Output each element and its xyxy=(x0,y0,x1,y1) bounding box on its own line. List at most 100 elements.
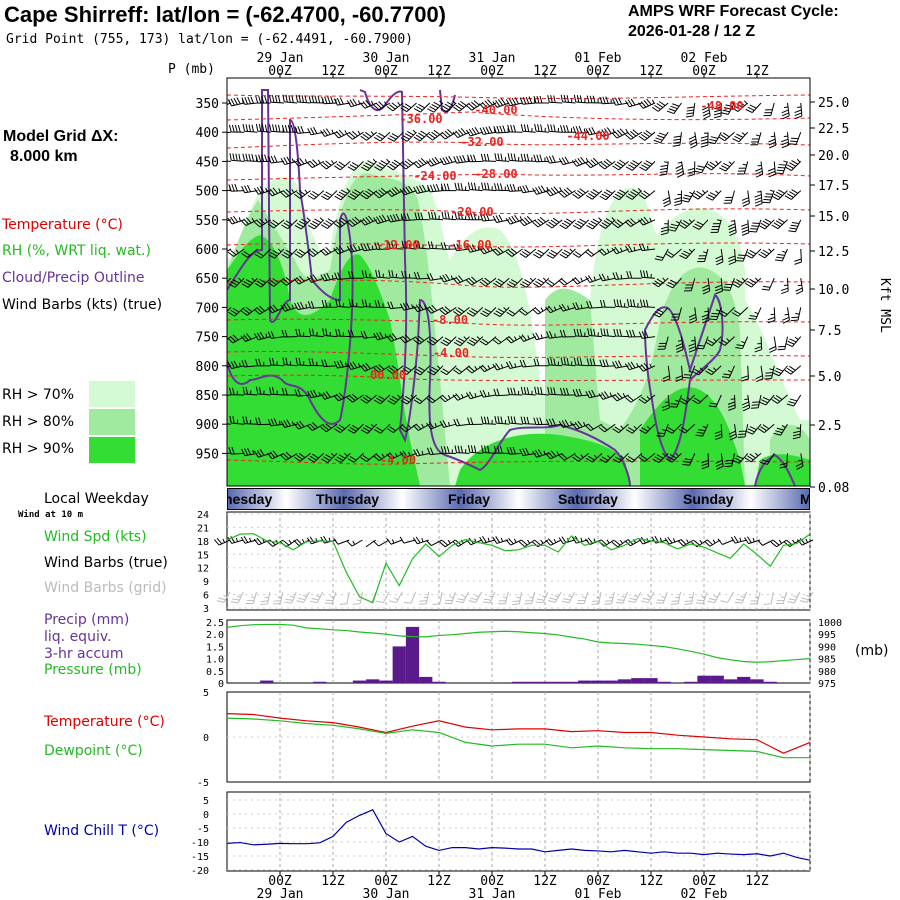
cross-section-wind-barb-feather xyxy=(548,451,554,458)
cross-section-wind-barb-feather xyxy=(418,159,425,166)
cross-section-wind-barb-feather xyxy=(298,328,301,337)
cross-section-wind-barb xyxy=(306,274,324,284)
cross-section-wind-barb-staff xyxy=(604,160,616,170)
cross-section-wind-barb-feather xyxy=(768,138,776,143)
cross-section-wind-barb-feather xyxy=(336,246,342,254)
cross-section-wind-barb-half-feather xyxy=(370,423,375,428)
cross-section-wind-barb xyxy=(573,357,589,367)
cross-section-wind-barb-feather xyxy=(399,337,406,344)
cross-section-wind-barb-feather xyxy=(379,331,384,339)
cross-section-wind-barb xyxy=(426,447,444,456)
cross-section-wind-barb-feather xyxy=(389,367,396,373)
cross-section-wind-barb-feather xyxy=(697,344,705,347)
cross-section-wind-barb-staff xyxy=(457,131,470,139)
cross-section-wind-barb-feather xyxy=(710,136,718,139)
surface-wind-barb-grid xyxy=(444,591,456,604)
cross-section-wind-barb xyxy=(267,450,285,460)
cross-section-wind-barb-feather xyxy=(429,184,434,192)
cross-section-wind-barb-feather xyxy=(670,223,679,227)
cross-section-wind-barb-feather xyxy=(258,386,262,395)
cross-section-wind-barb xyxy=(321,96,338,105)
cross-section-wind-barb-half-feather xyxy=(370,131,375,136)
cross-section-wind-barb-feather xyxy=(745,108,753,114)
cross-section-wind-barb xyxy=(519,307,537,316)
cross-section-wind-barb-staff xyxy=(430,160,444,167)
cross-section-wind-barb-feather xyxy=(338,245,345,252)
cross-section-wind-barb-feather xyxy=(535,187,540,194)
cross-section-wind-barb-feather xyxy=(360,457,367,462)
cross-section-wind-barb xyxy=(255,123,271,133)
cross-section-wind-barb-staff xyxy=(391,336,404,342)
cross-section-wind-barb xyxy=(701,102,711,120)
cross-section-wind-barb-feather xyxy=(579,188,586,194)
cross-section-wind-barb-staff xyxy=(684,423,696,434)
cross-section-wind-barb xyxy=(744,452,762,463)
cross-section-wind-barb-feather xyxy=(391,102,398,108)
cross-section-wind-barb-feather xyxy=(675,375,683,379)
cross-section-wind-barb-feather xyxy=(666,110,675,115)
cross-section-wind-barb-feather xyxy=(272,187,278,194)
cross-section-wind-barb-staff xyxy=(432,336,444,346)
cross-section-wind-barb-staff xyxy=(602,365,616,368)
cross-section-wind-barb xyxy=(428,211,444,221)
cross-section-wind-barb-feather xyxy=(624,221,631,227)
precip-label-line2: liq. equiv. xyxy=(44,629,112,645)
cross-section-wind-barb-feather xyxy=(616,219,624,225)
cross-section-wind-barb-feather xyxy=(389,214,394,222)
cross-section-wind-barb-feather xyxy=(611,247,617,255)
surface-wind-barb-grid-half-feather xyxy=(701,595,706,599)
cross-section-wind-barb-feather xyxy=(272,304,279,311)
cross-section-wind-barb-staff xyxy=(311,277,324,284)
cross-section-wind-barb xyxy=(688,336,697,353)
cross-section-wind-barb-staff xyxy=(392,365,404,375)
surface-wind-barb-grid-feather xyxy=(684,600,693,602)
cross-section-wind-barb-feather xyxy=(600,328,603,336)
cross-section-wind-barb-feather xyxy=(533,358,537,366)
cross-section-wind-barb-half-feather xyxy=(410,394,415,399)
cross-section-wind-barb-feather xyxy=(630,98,636,106)
cross-section-wind-barb-staff xyxy=(780,423,788,436)
cross-section-wind-barb-feather xyxy=(533,95,537,104)
cross-section-wind-barb-feather xyxy=(614,456,622,461)
cross-section-wind-barb xyxy=(558,277,576,286)
cross-section-wind-barb-half-feather xyxy=(265,187,268,192)
cross-section-wind-barb xyxy=(758,423,775,434)
cross-section-wind-barb-staff xyxy=(261,248,272,259)
cross-section-wind-barb xyxy=(439,420,457,428)
cross-section-wind-barb-feather xyxy=(467,182,471,190)
cross-section-wind-barb-feather xyxy=(794,112,802,117)
surface-wind-barb-grid-feather xyxy=(232,598,240,601)
cross-section-wind-barb-feather xyxy=(598,274,603,282)
cross-section-wind-barb-feather xyxy=(294,302,299,310)
cross-section-wind-barb-half-feather xyxy=(461,394,464,399)
cross-section-wind-barb-feather xyxy=(520,416,524,424)
cross-section-wind-barb-staff xyxy=(738,277,749,288)
cross-section-wind-barb-feather xyxy=(377,300,381,308)
precip-panel-frame xyxy=(226,619,811,684)
cross-section-wind-barb-feather xyxy=(599,299,603,308)
cross-section-wind-barb-staff xyxy=(800,453,804,467)
surface-wind-barb-grid xyxy=(627,591,642,603)
cross-section-wind-barb-half-feather xyxy=(743,100,748,104)
cross-section-wind-barb-half-feather xyxy=(397,394,401,399)
cross-section-wind-barb-staff xyxy=(644,453,656,462)
cross-section-wind-barb-feather xyxy=(391,365,398,371)
cross-section-wind-barb-feather xyxy=(458,129,464,136)
cross-section-wind-barb xyxy=(572,388,589,397)
cross-section-wind-barb xyxy=(294,125,311,134)
cross-section-wind-barb-half-feather xyxy=(490,246,493,251)
cross-section-wind-barb-feather xyxy=(334,458,342,464)
cross-section-wind-barb-feather xyxy=(771,224,779,230)
cross-section-wind-barb xyxy=(571,156,589,167)
cross-section-wind-barb-staff xyxy=(618,161,629,171)
cross-section-wind-barb-feather xyxy=(572,456,579,462)
cross-section-wind-barb xyxy=(520,416,536,425)
cross-section-wind-barb-half-feather xyxy=(742,163,747,166)
cross-section-wind-barb-half-feather xyxy=(304,158,308,164)
cross-section-wind-barb-staff xyxy=(773,336,777,350)
cross-section-wind-barb-feather xyxy=(482,310,490,315)
cross-section-wind-barb-staff xyxy=(790,365,802,375)
cross-section-wind-barb-staff xyxy=(661,248,669,261)
cross-section-wind-barb-feather xyxy=(674,197,682,200)
cross-section-wind-barb-half-feather xyxy=(519,216,523,221)
